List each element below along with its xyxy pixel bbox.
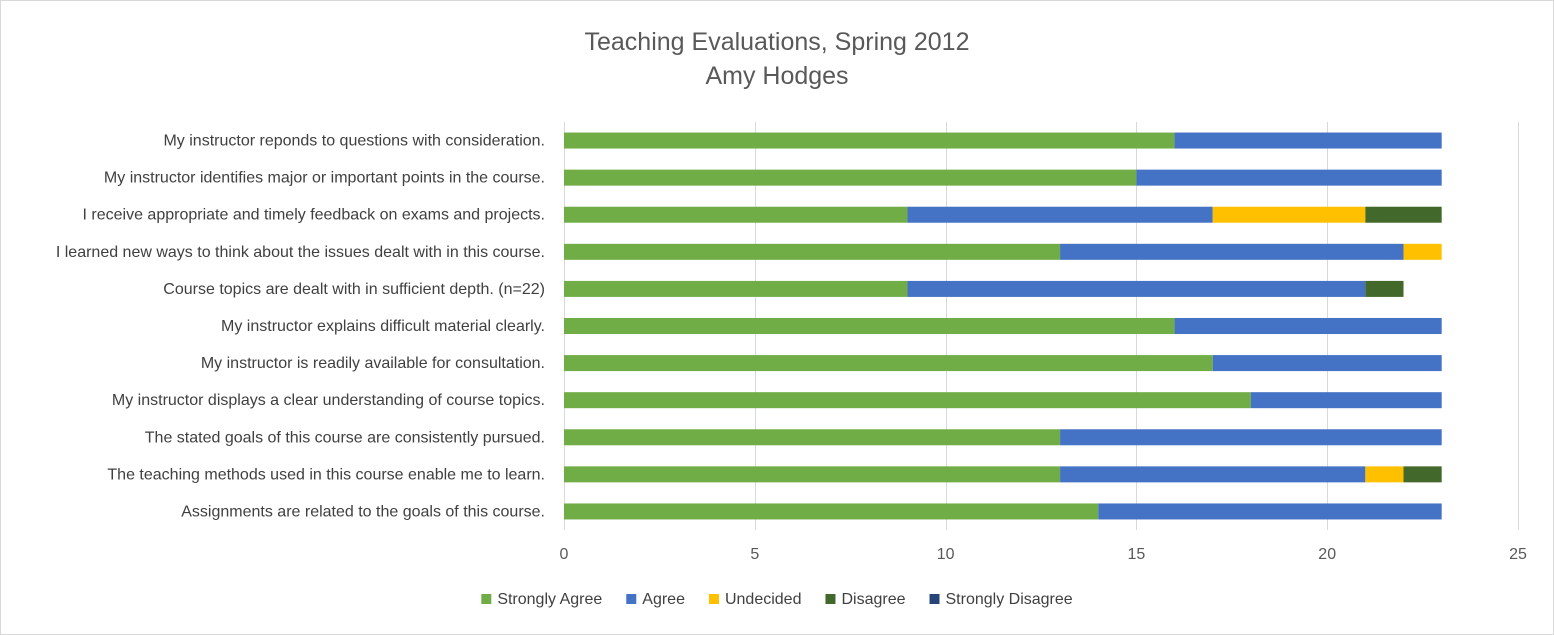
- x-axis-ticks: 0 5 10 15 20 25: [560, 546, 1527, 563]
- bar-segment: [564, 392, 1251, 409]
- category-label: The teaching methods used in this course…: [107, 466, 545, 483]
- category-label: My instructor is readily available for c…: [201, 355, 545, 372]
- legend-swatch: [626, 594, 637, 604]
- category-labels: My instructor reponds to questions with …: [56, 133, 545, 521]
- bar-segment: [564, 280, 908, 297]
- bar-segment: [907, 206, 1213, 223]
- bar-segment: [1365, 280, 1404, 297]
- category-label: My instructor displays a clear understan…: [112, 392, 545, 409]
- legend-label: Strongly Agree: [497, 591, 602, 608]
- bar-segment: [1136, 169, 1442, 186]
- category-label: I receive appropriate and timely feedbac…: [83, 207, 545, 224]
- bar-segment: [1365, 206, 1442, 223]
- bar-segment: [1212, 355, 1442, 372]
- x-tick-label: 25: [1509, 546, 1527, 563]
- chart-title: Teaching Evaluations, Spring 2012: [585, 28, 970, 56]
- bar-segment: [564, 355, 1213, 372]
- legend-swatch: [708, 594, 719, 604]
- bar-segment: [1403, 243, 1442, 260]
- x-tick-label: 10: [937, 546, 955, 563]
- bar-segment: [564, 466, 1061, 483]
- bar-segment: [1250, 392, 1442, 409]
- bar-segment: [564, 169, 1137, 186]
- category-label: The stated goals of this course are cons…: [145, 429, 545, 446]
- legend-label: Undecided: [725, 591, 802, 608]
- category-label: Course topics are dealt with in sufficie…: [163, 281, 545, 298]
- bar-segment: [564, 206, 908, 223]
- legend-swatch: [929, 594, 940, 604]
- bar-segment: [564, 503, 1099, 520]
- bar-segment: [1174, 318, 1442, 334]
- bars: [564, 132, 1442, 520]
- bar-segment: [907, 280, 1366, 297]
- bar-segment: [564, 243, 1061, 260]
- bar-segment: [1098, 503, 1442, 520]
- bar-segment: [1365, 466, 1404, 483]
- bar-segment: [1060, 429, 1442, 446]
- bar-segment: [1403, 466, 1442, 483]
- bar-segment: [1060, 466, 1366, 483]
- bar-segment: [564, 429, 1061, 446]
- x-tick-label: 5: [750, 546, 759, 563]
- bar-segment: [1060, 243, 1404, 260]
- category-label: My instructor explains difficult materia…: [221, 318, 545, 335]
- x-tick-label: 20: [1318, 546, 1336, 563]
- category-label: My instructor identifies major or import…: [104, 170, 545, 187]
- legend-label: Strongly Disagree: [946, 591, 1073, 608]
- category-label: My instructor reponds to questions with …: [163, 133, 545, 150]
- bar-segment: [1174, 132, 1442, 149]
- bar-segment: [1212, 206, 1366, 223]
- category-label: Assignments are related to the goals of …: [181, 503, 545, 520]
- x-tick-label: 15: [1128, 546, 1146, 563]
- bar-segment: [564, 132, 1175, 149]
- legend-swatch: [481, 594, 492, 604]
- x-tick-label: 0: [560, 546, 569, 563]
- legend-label: Disagree: [841, 591, 905, 608]
- category-label: I learned new ways to think about the is…: [56, 244, 545, 261]
- legend-label: Agree: [642, 591, 685, 608]
- legend-swatch: [825, 594, 836, 604]
- bar-segment: [564, 318, 1175, 334]
- legend: Strongly Agree Agree Undecided Disagree Stro…: [481, 591, 1073, 608]
- chart-subtitle: Amy Hodges: [705, 62, 848, 90]
